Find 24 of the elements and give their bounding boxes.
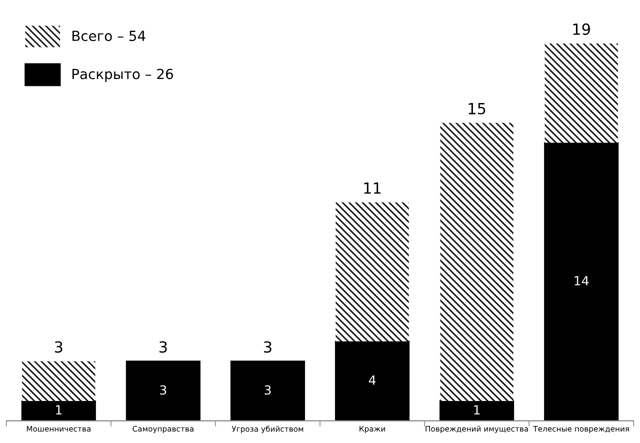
bar xyxy=(126,360,200,421)
total-label: 11 xyxy=(364,182,381,194)
data-label: 3 xyxy=(160,385,166,395)
data-label: 14 xyxy=(574,276,589,286)
bar xyxy=(440,400,514,421)
data-label: 4 xyxy=(368,375,376,385)
legend-label: Раскрыто – 26 xyxy=(72,68,173,82)
bar xyxy=(21,400,96,421)
total-label: 3 xyxy=(160,341,167,353)
bar xyxy=(22,361,96,401)
total-label: 3 xyxy=(264,341,272,353)
total-label: 15 xyxy=(468,103,486,114)
bar xyxy=(334,340,410,421)
data-label: 1 xyxy=(56,405,62,414)
data-label: 3 xyxy=(264,385,271,395)
total-label: 3 xyxy=(54,341,62,353)
bar xyxy=(336,202,409,342)
data-label: 1 xyxy=(474,405,480,414)
total-label: 19 xyxy=(573,23,590,35)
bar xyxy=(544,142,619,421)
bar xyxy=(440,122,514,401)
bar xyxy=(230,360,306,421)
bar xyxy=(544,43,618,143)
legend-label: Всего – 54 xyxy=(72,30,146,42)
